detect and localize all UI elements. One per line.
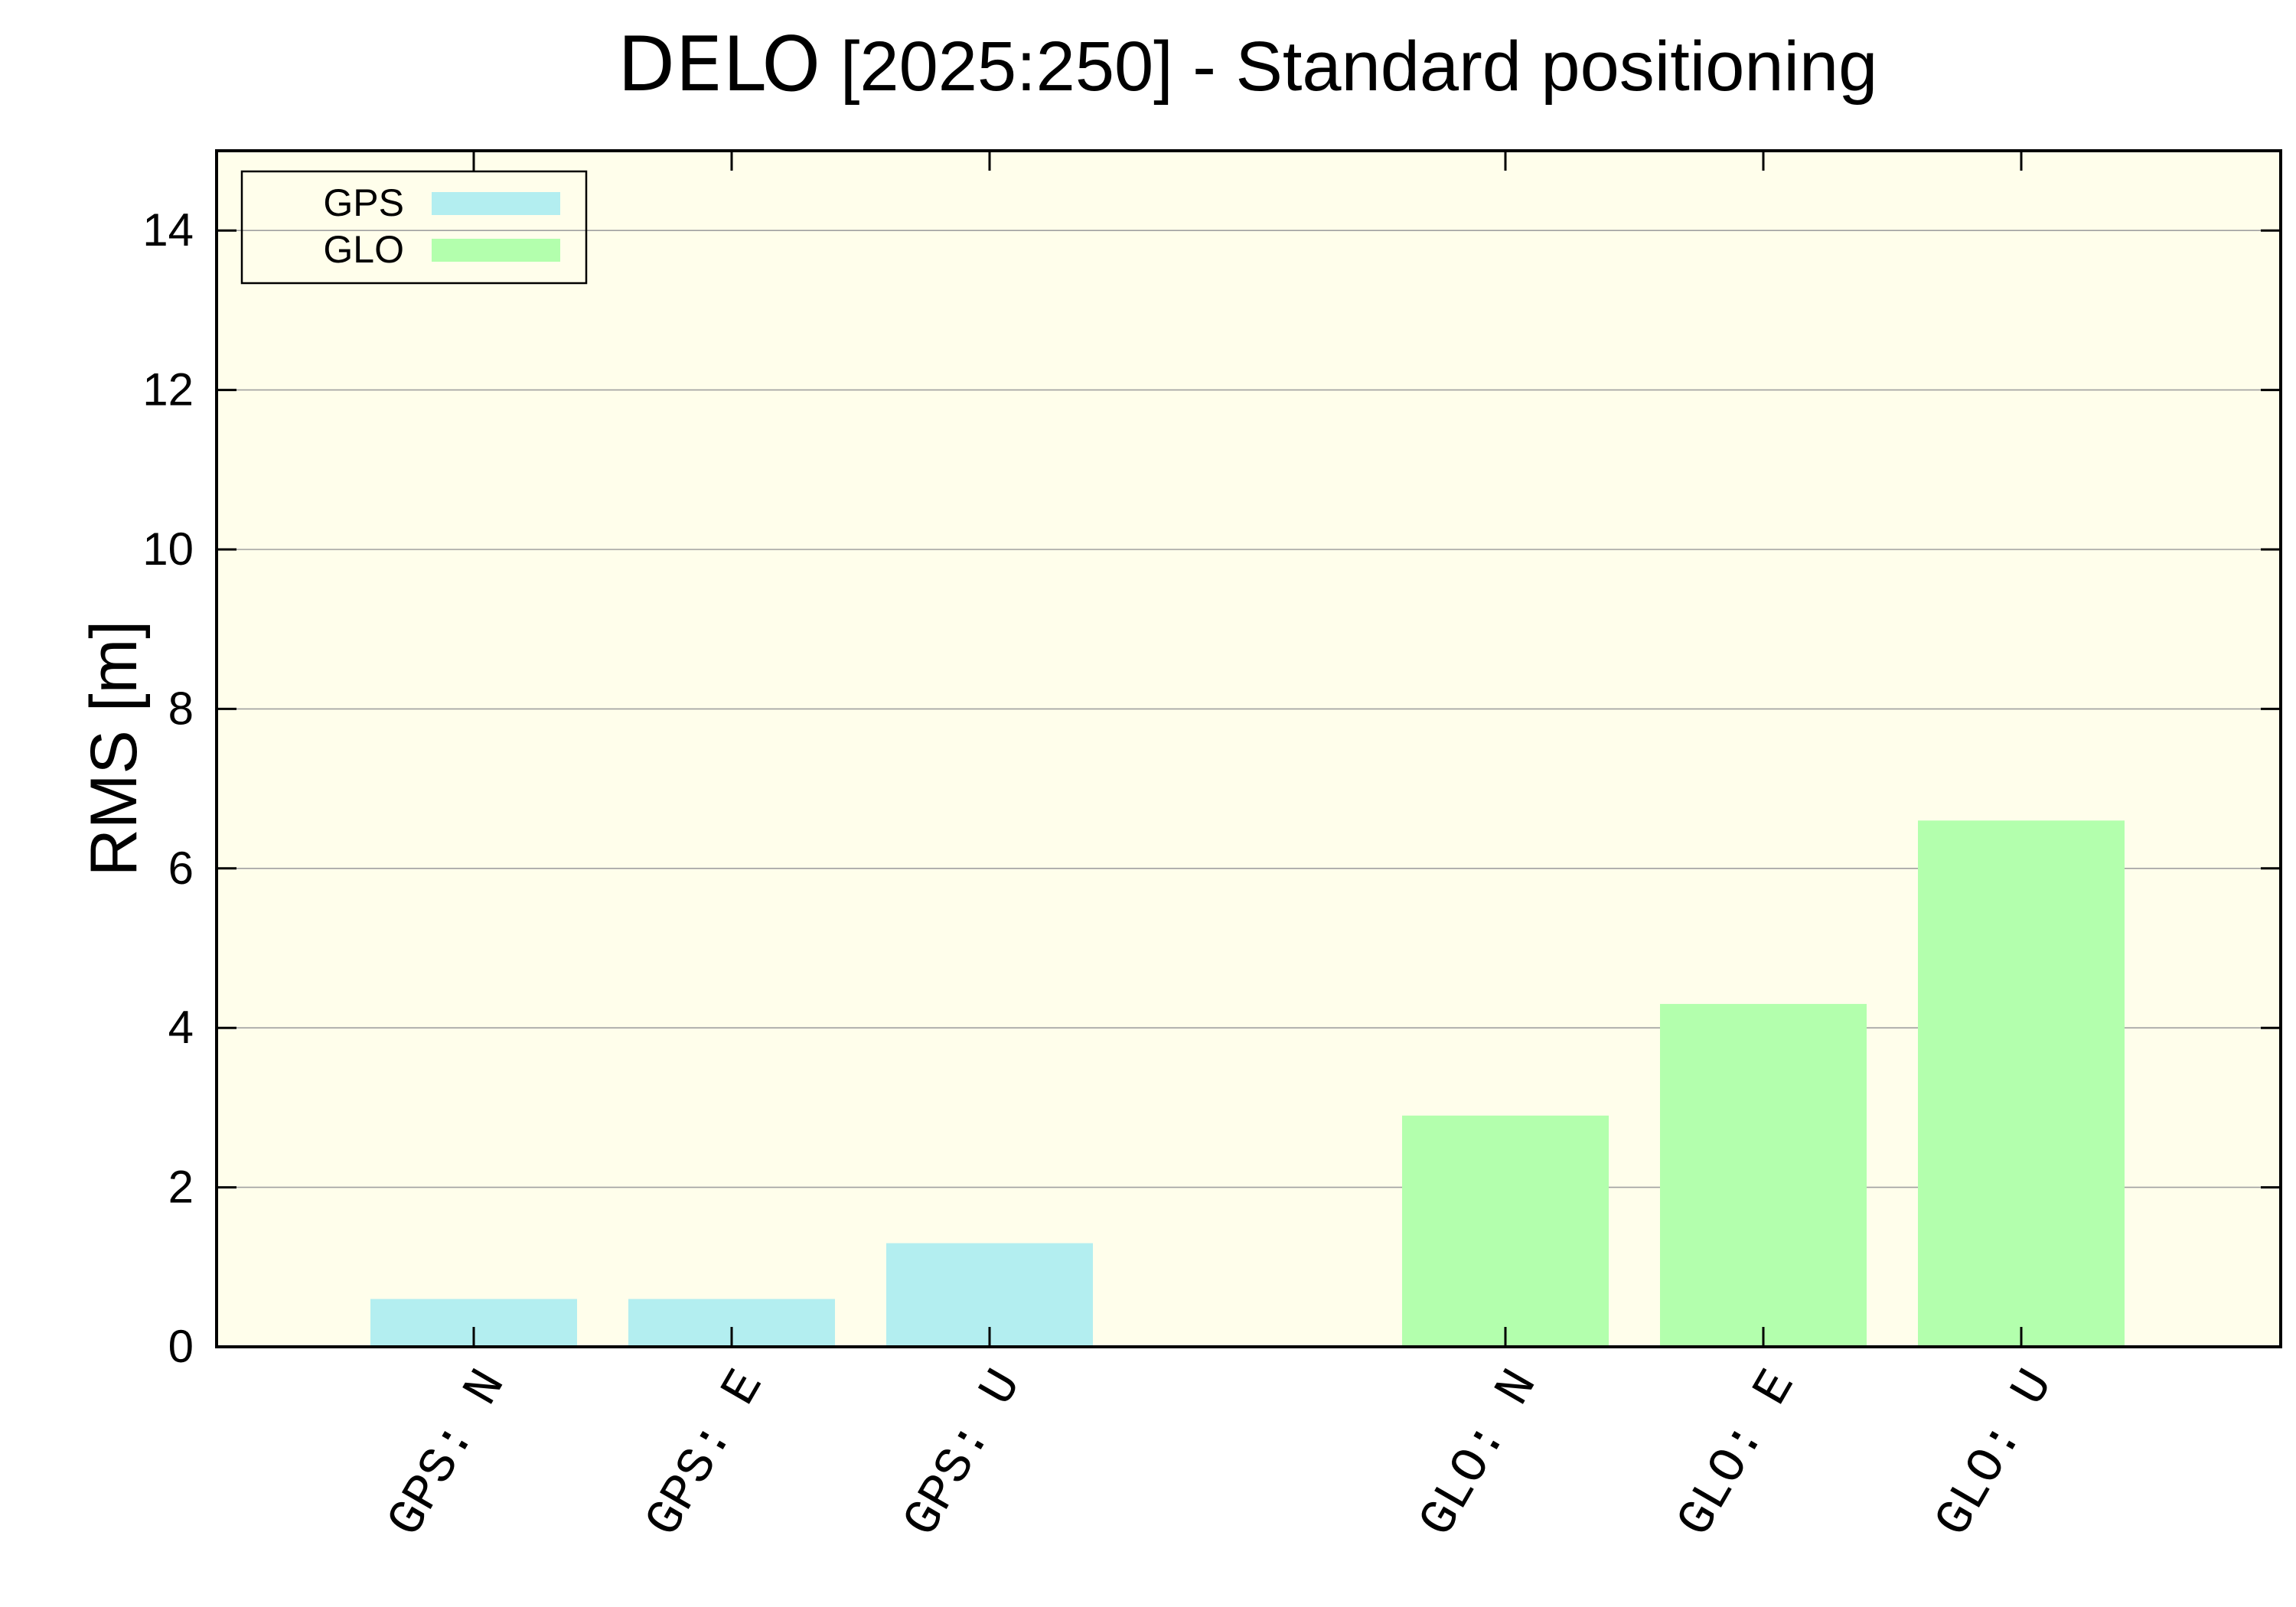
- x-category-label: GLO: N: [1409, 1361, 1550, 1547]
- bar-glo-4: [1660, 1003, 1867, 1347]
- legend-label-gps: GPS: [323, 181, 404, 224]
- y-axis-label: RMS [m]: [77, 621, 151, 876]
- bars: [370, 820, 2125, 1347]
- x-category-label: GPS: U: [893, 1361, 1034, 1547]
- y-tick-label: 10: [142, 523, 194, 575]
- legend-swatch-glo: [432, 239, 560, 262]
- axis-ticks: [217, 151, 2281, 1348]
- y-tick-label: 2: [168, 1162, 194, 1213]
- bar-glo-3: [1402, 1115, 1609, 1347]
- y-tick-label: 4: [168, 1002, 194, 1053]
- chart-title-station: DELO: [618, 21, 821, 109]
- y-tick-label: 14: [142, 204, 194, 256]
- grid-lines: [217, 230, 2281, 1188]
- legend: GPS GLO: [240, 170, 588, 285]
- y-tick-label: 8: [168, 683, 194, 734]
- x-category-label: GLO: E: [1667, 1361, 1808, 1547]
- bar-glo-5: [1918, 820, 2125, 1347]
- x-category-label: GPS: E: [635, 1361, 776, 1547]
- chart-title-rest: [2025:250] - Standard positioning: [820, 28, 1877, 106]
- chart-title: DELO [2025:250] - Standard positioning: [618, 21, 1878, 109]
- legend-label-glo: GLO: [323, 228, 404, 271]
- legend-box: [240, 170, 588, 285]
- y-tick-label: 0: [168, 1321, 194, 1372]
- x-category-labels: GPS: N GPS: E GPS: U GLO: N GLO: E GLO: U: [377, 1361, 2066, 1547]
- y-tick-label: 12: [142, 364, 194, 416]
- x-category-label: GLO: U: [1925, 1361, 2066, 1547]
- plot-frame: [215, 149, 2282, 1348]
- y-tick-label: 6: [168, 843, 194, 894]
- x-category-label: GPS: N: [377, 1361, 518, 1547]
- legend-swatch-gps: [432, 192, 560, 215]
- y-tick-labels: 0 2 4 6 8 10 12 14: [142, 204, 194, 1372]
